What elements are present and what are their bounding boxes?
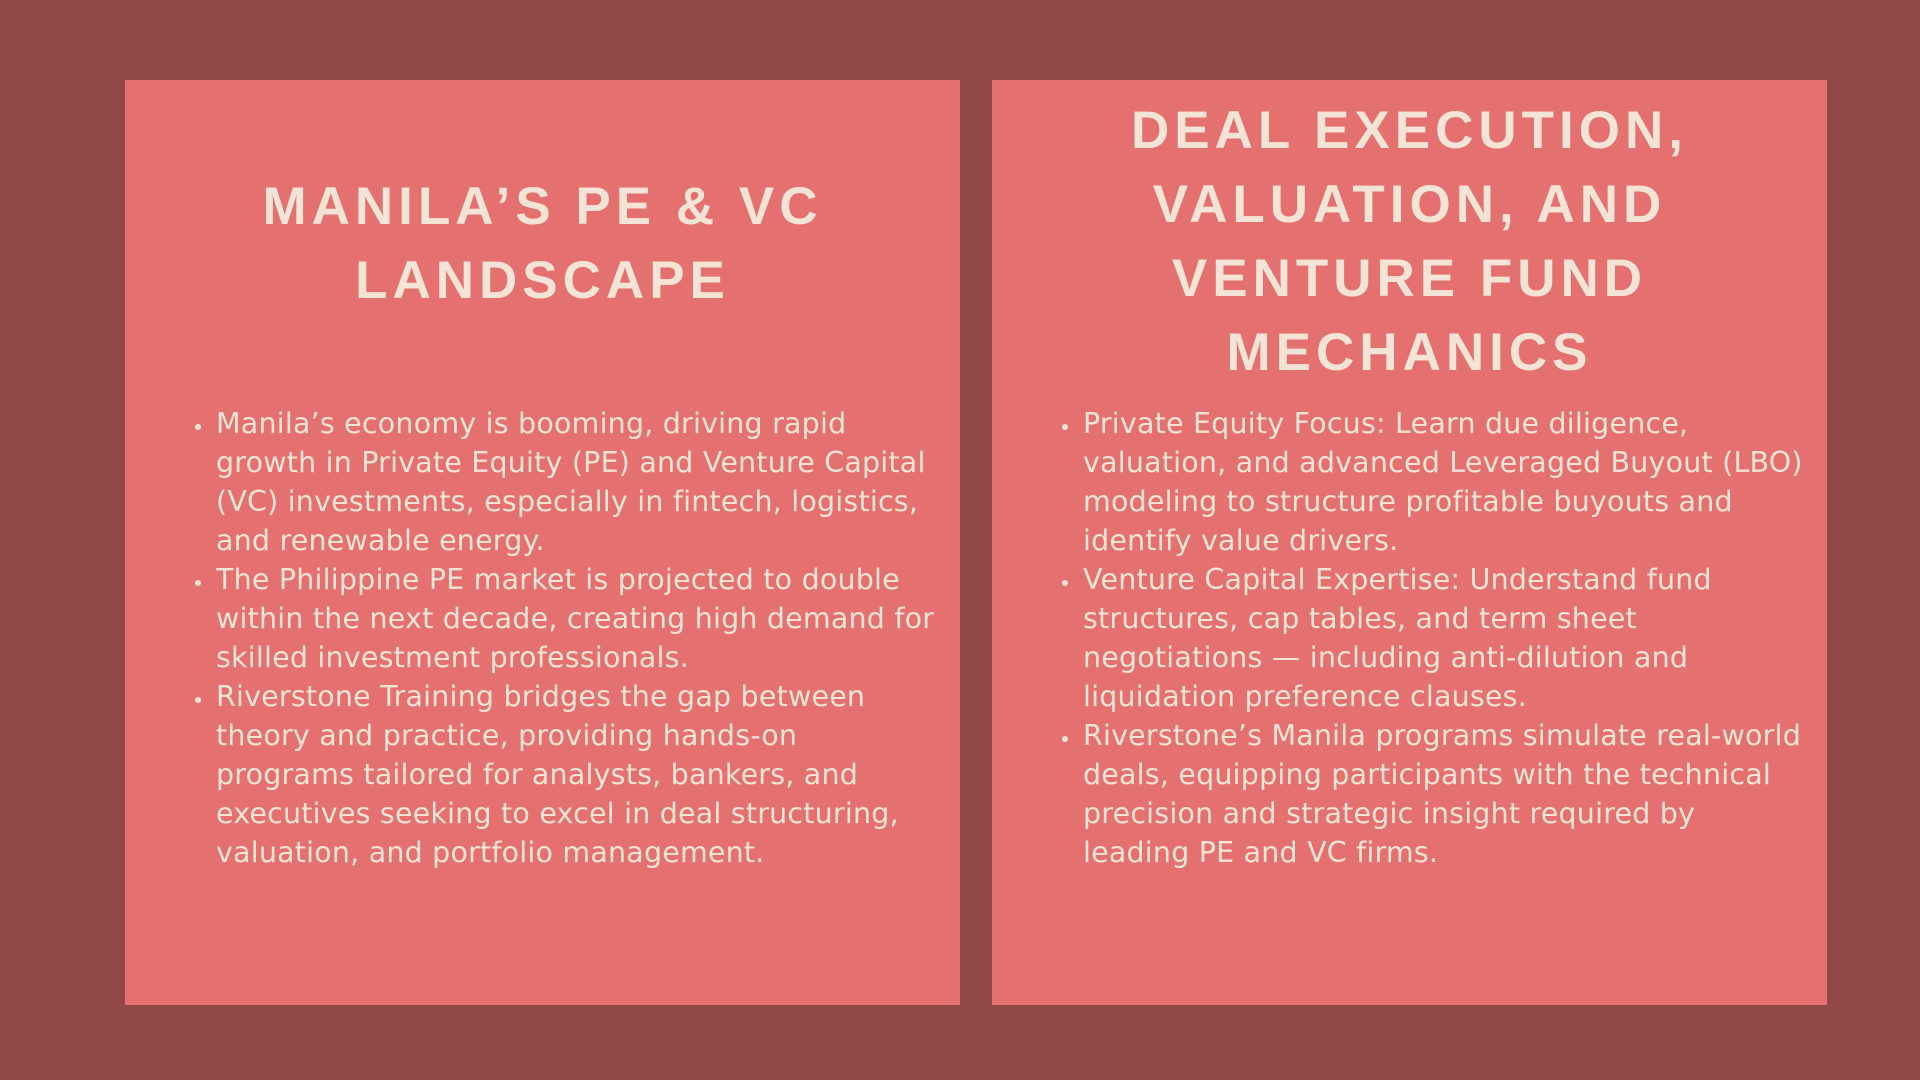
panel-title: DEAL EXECUTION, VALUATION, AND VENTURE F… <box>1131 101 1688 382</box>
list-item: Venture Capital Expertise: Understand fu… <box>1081 560 1807 716</box>
panel-title: MANILA’S PE & VC LANDSCAPE <box>262 177 823 310</box>
list-item: Private Equity Focus: Learn due diligenc… <box>1081 404 1807 560</box>
list-item: Riverstone Training bridges the gap betw… <box>214 677 940 872</box>
bullet-list: Manila’s economy is booming, driving rap… <box>197 404 940 872</box>
list-item: Riverstone’s Manila programs simulate re… <box>1081 716 1807 872</box>
list-item: The Philippine PE market is projected to… <box>214 560 940 677</box>
bullet-list: Private Equity Focus: Learn due diligenc… <box>1064 404 1807 872</box>
list-item: Manila’s economy is booming, driving rap… <box>214 404 940 560</box>
pe-vc-landscape-panel: MANILA’S PE & VC LANDSCAPE Manila’s econ… <box>125 80 960 1005</box>
deal-execution-panel: DEAL EXECUTION, VALUATION, AND VENTURE F… <box>992 80 1827 1005</box>
